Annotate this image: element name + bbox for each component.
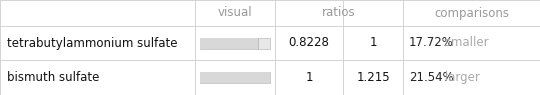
Text: bismuth sulfate: bismuth sulfate	[7, 71, 99, 84]
Text: ratios: ratios	[322, 6, 356, 19]
Text: larger: larger	[441, 71, 480, 84]
Text: 17.72%: 17.72%	[409, 36, 454, 49]
Text: 1: 1	[305, 71, 313, 84]
Text: 0.8228: 0.8228	[288, 36, 329, 49]
Text: tetrabutylammonium sulfate: tetrabutylammonium sulfate	[7, 36, 178, 49]
Text: 1: 1	[369, 36, 377, 49]
Bar	[200, 38, 258, 49]
Text: comparisons: comparisons	[434, 6, 509, 19]
Text: 1.215: 1.215	[356, 71, 390, 84]
Bar	[200, 72, 270, 83]
Text: visual: visual	[218, 6, 252, 19]
Bar	[200, 72, 270, 83]
Text: smaller: smaller	[441, 36, 489, 49]
Text: 21.54%: 21.54%	[409, 71, 454, 84]
Bar	[200, 38, 270, 49]
